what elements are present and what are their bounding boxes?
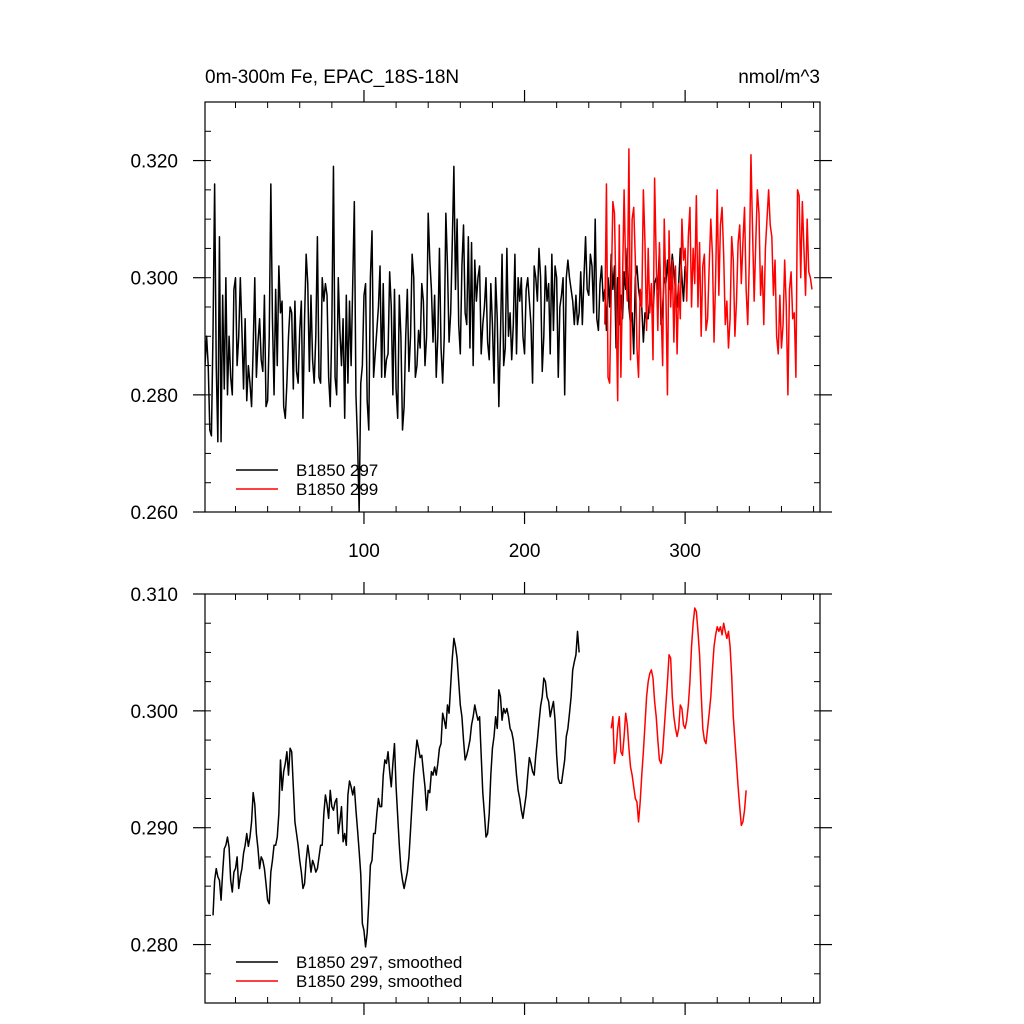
y-tick-label: 0.290 — [130, 819, 178, 840]
y-tick-label: 0.260 — [130, 503, 178, 524]
y-tick-label: 0.320 — [130, 152, 178, 173]
units-label: nmol/m^3 — [738, 67, 820, 88]
bottom-panel: 0.280 0.290 0.300 0.310 B1850 297, smoothedB… — [130, 582, 832, 1015]
y-tick-label: 0.310 — [130, 585, 178, 606]
y-tick-label: 0.280 — [130, 386, 178, 407]
y-tick-label: 0.300 — [130, 702, 178, 723]
series-line-2 — [604, 148, 813, 402]
chart-title: 0m-300m Fe, EPAC_18S-18N — [205, 67, 459, 88]
series-line-2 — [610, 607, 747, 827]
y-tick-label: 0.280 — [130, 936, 178, 957]
series-line-1 — [212, 630, 580, 948]
x-tick-label: 100 — [348, 541, 380, 562]
x-tick-label: 200 — [509, 541, 541, 562]
y-tick-label: 0.300 — [130, 269, 178, 290]
legend-label-1: B1850 297, smoothed — [296, 953, 462, 972]
plot-frame — [204, 593, 821, 1004]
legend-label-2: B1850 299, smoothed — [296, 972, 462, 991]
legend-label-2: B1850 299 — [296, 480, 378, 499]
legend-label-1: B1850 297 — [296, 461, 378, 480]
x-tick-label: 300 — [669, 541, 701, 562]
top-panel: 0.260 0.280 0.300 0.320 100 200 300 B1850 297B1… — [130, 90, 832, 562]
